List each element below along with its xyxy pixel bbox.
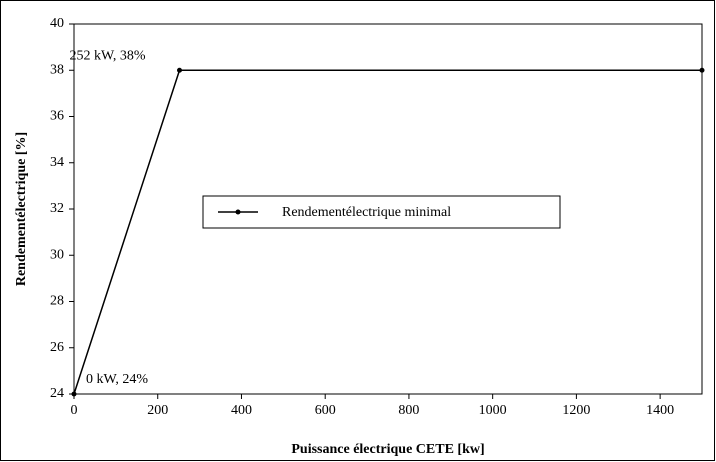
y-tick-label: 24 xyxy=(50,386,64,401)
y-tick-label: 38 xyxy=(50,62,64,77)
y-tick-label: 36 xyxy=(50,109,64,124)
y-tick-label: 28 xyxy=(50,294,64,309)
point xyxy=(71,391,77,397)
x-tick-label: 1400 xyxy=(646,403,674,418)
y-tick-label: 34 xyxy=(50,155,64,170)
x-tick-label: 200 xyxy=(147,403,168,418)
x-tick-label: 400 xyxy=(231,403,252,418)
legend-label: Rendementélectrique minimal xyxy=(282,205,451,220)
x-tick-label: 1200 xyxy=(562,403,590,418)
y-tick-label: 26 xyxy=(50,340,64,355)
x-tick-label: 0 xyxy=(71,403,78,418)
point xyxy=(177,67,183,73)
x-tick-label: 1000 xyxy=(479,403,507,418)
x-tick-label: 800 xyxy=(398,403,419,418)
y-tick-label: 32 xyxy=(50,201,64,216)
y-tick-label: 40 xyxy=(50,16,64,31)
legend-marker xyxy=(235,209,241,215)
legend xyxy=(202,195,561,229)
x-axis-label: Puissance électrique CETE [kw] xyxy=(291,442,484,457)
point xyxy=(699,67,705,73)
annotation: 0 kW, 24% xyxy=(86,372,148,387)
y-tick-label: 30 xyxy=(50,247,64,262)
y-axis-label: Rendementélectrique [%] xyxy=(14,132,29,286)
annotation: 252 kW, 38% xyxy=(70,48,146,63)
x-tick-label: 600 xyxy=(315,403,336,418)
